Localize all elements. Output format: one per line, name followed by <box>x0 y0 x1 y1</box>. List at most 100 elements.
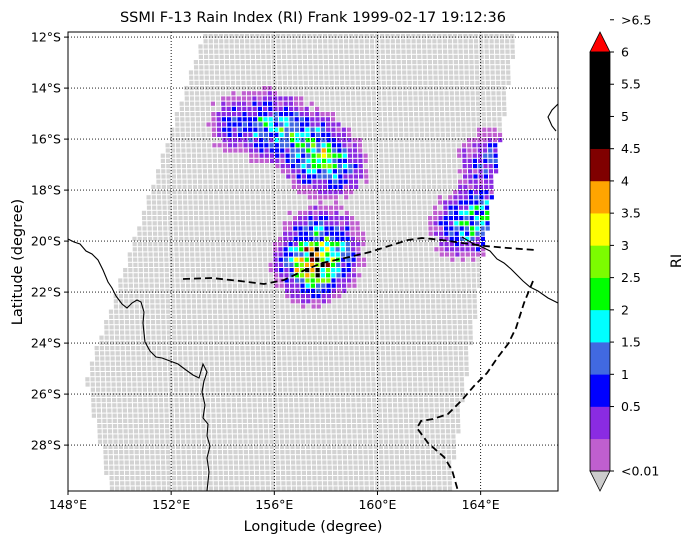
swath-pixel <box>110 361 115 366</box>
swath-pixel <box>413 398 418 403</box>
swath-pixel <box>203 195 208 200</box>
swath-pixel <box>395 481 400 486</box>
swath-pixel <box>148 392 153 397</box>
swath-pixel <box>446 148 451 153</box>
swath-pixel <box>256 70 261 75</box>
swath-pixel <box>239 335 244 340</box>
swath-pixel <box>399 439 404 444</box>
swath-pixel <box>284 429 289 434</box>
swath-pixel <box>501 91 506 96</box>
swath-pixel <box>451 288 456 293</box>
swath-pixel <box>306 309 311 314</box>
swath-pixel <box>123 268 128 273</box>
swath-pixel <box>404 278 409 283</box>
swath-pixel <box>380 49 385 54</box>
swath-pixel <box>383 283 388 288</box>
swath-pixel <box>292 210 297 215</box>
swath-pixel <box>246 382 251 387</box>
swath-pixel <box>427 44 432 49</box>
swath-pixel <box>472 283 477 288</box>
swath-pixel <box>255 195 260 200</box>
swath-pixel <box>379 314 384 319</box>
swath-pixel <box>309 91 314 96</box>
swath-pixel <box>381 60 386 65</box>
swath-pixel <box>346 106 351 111</box>
swath-pixel <box>284 424 289 429</box>
swath-pixel <box>354 49 359 54</box>
swath-pixel <box>348 476 353 481</box>
swath-pixel <box>159 268 164 273</box>
swath-pixel <box>225 80 230 85</box>
swath-pixel <box>207 299 212 304</box>
swath-pixel <box>489 34 494 39</box>
swath-pixel <box>128 434 134 439</box>
swath-pixel <box>266 366 272 371</box>
swath-pixel <box>196 273 201 278</box>
swath-pixel <box>221 252 226 257</box>
swath-pixel <box>234 184 239 189</box>
swath-pixel <box>391 361 396 366</box>
swath-pixel <box>468 335 473 340</box>
swath-pixel <box>427 356 432 361</box>
swath-pixel <box>134 288 139 293</box>
swath-pixel <box>123 429 128 434</box>
swath-pixel <box>325 101 330 106</box>
swath-pixel <box>277 377 282 382</box>
swath-pixel <box>500 70 506 75</box>
swath-pixel <box>451 439 456 444</box>
swath-pixel <box>310 413 315 418</box>
swath-pixel <box>426 158 431 163</box>
swath-pixel <box>192 169 197 174</box>
swath-pixel <box>240 60 245 65</box>
swath-pixel <box>463 335 468 340</box>
swath-pixel <box>181 304 186 309</box>
swath-pixel <box>228 153 233 158</box>
swath-pixel <box>393 268 398 273</box>
swath-pixel <box>108 309 114 314</box>
swath-pixel <box>142 382 147 387</box>
swath-pixel <box>432 190 437 195</box>
swath-pixel <box>315 413 320 418</box>
swath-pixel <box>371 236 376 241</box>
swath-pixel <box>418 242 423 247</box>
swath-pixel <box>372 418 377 423</box>
swath-pixel <box>317 476 322 481</box>
swath-pixel <box>421 460 426 465</box>
swath-pixel <box>148 408 153 413</box>
swath-pixel <box>237 413 242 418</box>
swath-pixel <box>423 392 428 397</box>
swath-pixel <box>188 200 193 205</box>
swath-pixel <box>265 325 270 330</box>
swath-pixel <box>331 434 336 439</box>
swath-pixel <box>394 455 399 460</box>
swath-pixel <box>220 377 225 382</box>
swath-pixel <box>260 184 265 189</box>
swath-pixel <box>445 127 450 132</box>
swath-pixel <box>140 470 145 475</box>
swath-pixel <box>340 96 345 101</box>
swath-pixel <box>176 148 181 153</box>
swath-pixel <box>355 372 360 377</box>
swath-pixel <box>405 299 410 304</box>
swath-pixel <box>427 361 433 366</box>
swath-pixel <box>223 174 228 179</box>
swath-pixel <box>104 470 109 475</box>
swath-pixel <box>239 330 244 335</box>
swath-pixel <box>459 361 464 366</box>
swath-pixel <box>259 455 264 460</box>
swath-pixel <box>390 184 395 189</box>
swath-pixel <box>356 112 361 117</box>
swath-pixel <box>279 424 284 429</box>
swath-pixel <box>258 283 263 288</box>
swath-pixel <box>314 86 319 91</box>
swath-pixel <box>345 80 350 85</box>
swath-pixel <box>456 424 461 429</box>
swath-pixel <box>308 351 313 356</box>
swath-pixel <box>255 330 260 335</box>
swath-pixel <box>450 127 456 132</box>
swath-pixel <box>173 366 178 371</box>
swath-pixel <box>257 252 262 257</box>
swath-pixel <box>150 309 155 314</box>
swath-pixel <box>393 106 398 111</box>
